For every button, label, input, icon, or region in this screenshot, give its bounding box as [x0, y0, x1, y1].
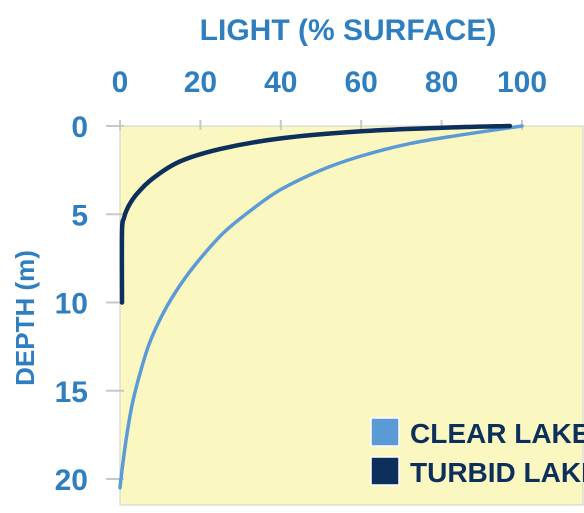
x-axis-title: LIGHT (% SURFACE) — [200, 14, 497, 47]
legend: CLEAR LAKE TURBID LAKE — [370, 417, 584, 488]
x-tick-label-0: 0 — [112, 66, 129, 99]
plot-area — [119, 125, 584, 506]
y-axis-title: DEPTH (m) — [10, 250, 40, 386]
legend-swatch-1 — [370, 456, 400, 486]
legend-item-turbid-lake: TURBID LAKE — [370, 456, 584, 488]
y-tick-label-10: 10 — [55, 288, 88, 321]
y-tick-label-15: 15 — [55, 376, 88, 409]
y-tick-label-5: 5 — [71, 199, 88, 232]
x-tick-label-100: 100 — [497, 66, 547, 99]
legend-item-clear-lake: CLEAR LAKE — [370, 417, 584, 449]
legend-label-1: TURBID LAKE — [410, 457, 584, 488]
series-line-turbid-lake — [119, 123, 513, 305]
y-tick-label-0: 0 — [71, 111, 88, 144]
axis-ticks: 0 20 40 60 80 100 0 5 10 15 20 — [55, 66, 547, 497]
y-tick-label-20: 20 — [55, 464, 88, 497]
x-tick-label-40: 40 — [264, 66, 297, 99]
x-tick-label-60: 60 — [345, 66, 378, 99]
legend-swatch-0 — [370, 417, 400, 447]
series-line-clear-lake — [118, 124, 524, 490]
x-tick-label-80: 80 — [425, 66, 458, 99]
x-tick-label-20: 20 — [184, 66, 217, 99]
legend-label-0: CLEAR LAKE — [410, 418, 584, 449]
series-lines — [118, 123, 524, 490]
